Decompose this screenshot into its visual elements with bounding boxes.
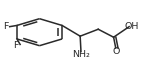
Text: F: F [13,41,18,50]
Text: NH₂: NH₂ [72,50,90,59]
Text: F: F [3,22,8,31]
Text: OH: OH [125,22,139,31]
Text: O: O [112,47,119,56]
